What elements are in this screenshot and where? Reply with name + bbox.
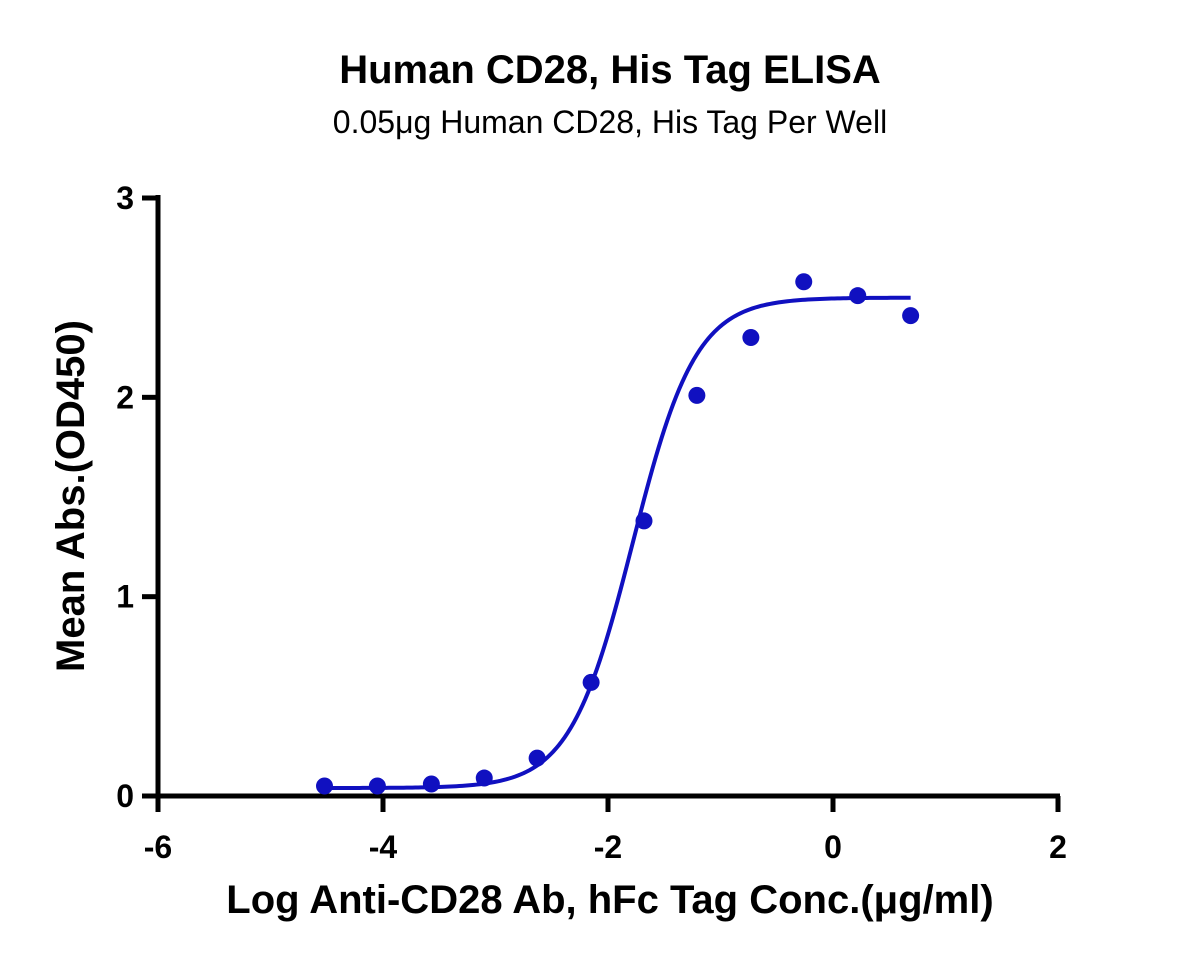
chart-subtitle: 0.05μg Human CD28, His Tag Per Well: [333, 104, 887, 140]
y-tick-label: 3: [116, 180, 134, 216]
y-tick-label: 1: [116, 579, 134, 615]
y-tick-label: 0: [116, 778, 134, 814]
data-point: [528, 749, 546, 767]
x-axis-title: Log Anti-CD28 Ab, hFc Tag Conc.(μg/ml): [226, 878, 993, 922]
data-point: [849, 287, 867, 305]
data-point: [688, 386, 706, 404]
x-tick-label: -6: [144, 829, 172, 865]
y-axis-title: Mean Abs.(OD450): [49, 320, 93, 672]
chart-title: Human CD28, His Tag ELISA: [339, 48, 881, 92]
data-point: [316, 777, 333, 795]
axes: [155, 195, 1060, 799]
fit-curve: [324, 295, 911, 790]
data-point: [795, 273, 813, 291]
x-tick-label: -4: [369, 829, 398, 865]
y-tick-label: 2: [116, 379, 134, 415]
x-tick-label: 0: [824, 829, 842, 865]
data-point: [368, 777, 386, 795]
data-point: [742, 329, 760, 347]
y-ticks: 0 1 2 3: [116, 180, 158, 814]
data-point: [902, 307, 920, 325]
x-ticks: -6 -4 -2 0 2: [144, 796, 1067, 865]
x-tick-label: -2: [594, 829, 622, 865]
data-point: [422, 775, 440, 793]
data-points: [316, 273, 920, 795]
data-point: [582, 673, 600, 691]
data-point: [475, 769, 493, 787]
data-point: [635, 512, 653, 530]
x-tick-label: 2: [1049, 829, 1067, 865]
